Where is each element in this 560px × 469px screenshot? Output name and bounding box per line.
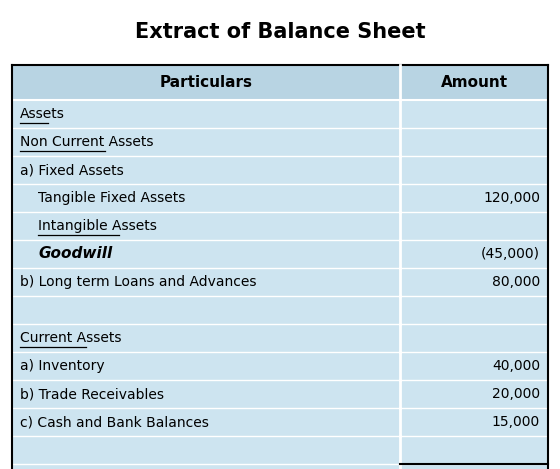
Bar — [400, 65, 548, 100]
Bar — [12, 156, 400, 184]
Bar — [12, 184, 400, 212]
Bar — [12, 380, 400, 408]
Bar — [400, 212, 548, 240]
Bar — [400, 352, 548, 380]
Text: Goodwill: Goodwill — [38, 247, 112, 262]
Bar — [12, 464, 400, 469]
Bar — [12, 128, 400, 156]
Text: 80,000: 80,000 — [492, 275, 540, 289]
Bar — [400, 128, 548, 156]
Text: (45,000): (45,000) — [481, 247, 540, 261]
Text: Assets: Assets — [20, 107, 65, 121]
Text: Extract of Balance Sheet: Extract of Balance Sheet — [135, 22, 425, 42]
Text: 120,000: 120,000 — [483, 191, 540, 205]
Text: b) Trade Receivables: b) Trade Receivables — [20, 387, 164, 401]
Bar — [400, 100, 548, 128]
Text: 20,000: 20,000 — [492, 387, 540, 401]
Bar — [400, 436, 548, 464]
Text: b) Long term Loans and Advances: b) Long term Loans and Advances — [20, 275, 256, 289]
Bar — [400, 268, 548, 296]
Text: a) Inventory: a) Inventory — [20, 359, 105, 373]
Text: Current Assets: Current Assets — [20, 331, 122, 345]
Bar — [400, 324, 548, 352]
Text: Amount: Amount — [440, 75, 507, 90]
Bar — [400, 156, 548, 184]
Bar — [12, 408, 400, 436]
Bar — [12, 212, 400, 240]
Bar — [400, 184, 548, 212]
Text: 15,000: 15,000 — [492, 415, 540, 429]
Text: 40,000: 40,000 — [492, 359, 540, 373]
Text: Tangible Fixed Assets: Tangible Fixed Assets — [38, 191, 185, 205]
Bar — [400, 380, 548, 408]
Bar — [12, 240, 400, 268]
Text: a) Fixed Assets: a) Fixed Assets — [20, 163, 124, 177]
Bar — [12, 296, 400, 324]
Text: c) Cash and Bank Balances: c) Cash and Bank Balances — [20, 415, 209, 429]
Text: Intangible Assets: Intangible Assets — [38, 219, 157, 233]
Bar — [12, 65, 400, 100]
Bar — [400, 464, 548, 469]
Bar — [400, 296, 548, 324]
Bar — [400, 408, 548, 436]
Bar — [12, 268, 400, 296]
Bar — [12, 352, 400, 380]
Bar — [400, 240, 548, 268]
Bar — [12, 100, 400, 128]
Bar — [12, 324, 400, 352]
Text: Particulars: Particulars — [160, 75, 253, 90]
Bar — [12, 436, 400, 464]
Text: Non Current Assets: Non Current Assets — [20, 135, 153, 149]
